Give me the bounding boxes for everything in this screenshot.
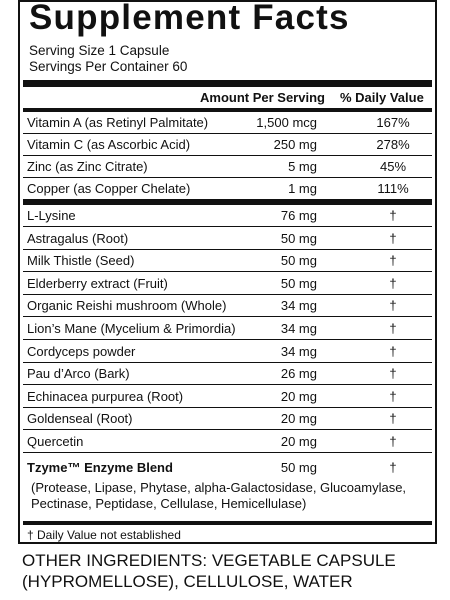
blend-description: (Protease, Lipase, Phytase, alpha-Galact… bbox=[31, 480, 407, 511]
dv-column-header: % Daily Value bbox=[340, 90, 424, 105]
footnote: † Daily Value not established bbox=[27, 528, 181, 542]
table-row: Copper (as Copper Chelate) 1 mg 111% bbox=[23, 178, 432, 200]
table-row: Goldenseal (Root) 20 mg † bbox=[23, 408, 432, 431]
row-amount: 50 mg bbox=[280, 230, 317, 246]
thick-divider-bottom bbox=[23, 521, 432, 525]
blend-amount: 50 mg bbox=[280, 460, 317, 475]
row-name: Lion’s Mane (Mycelium & Primordia) bbox=[27, 321, 236, 336]
row-divider bbox=[23, 361, 432, 363]
row-divider bbox=[23, 271, 432, 273]
table-row: L-Lysine 76 mg † bbox=[23, 205, 432, 227]
table-row: Milk Thistle (Seed) 50 mg † bbox=[23, 250, 432, 273]
row-name: L-Lysine bbox=[27, 208, 76, 223]
row-amount: 20 mg bbox=[280, 411, 317, 427]
row-amount: 34 mg bbox=[280, 343, 317, 359]
row-divider bbox=[23, 133, 432, 134]
table-row: Lion’s Mane (Mycelium & Primordia) 34 mg † bbox=[23, 318, 432, 340]
table-row: Elderberry extract (Fruit) 50 mg † bbox=[23, 273, 432, 295]
row-dv: † bbox=[389, 321, 397, 336]
table-row: Vitamin A (as Retinyl Palmitate) 1,500 mc… bbox=[23, 112, 432, 134]
row-divider bbox=[23, 384, 432, 386]
row-dv: 278% bbox=[376, 137, 410, 152]
thick-divider-top bbox=[23, 80, 432, 87]
row-dv: † bbox=[389, 388, 397, 404]
row-name: Quercetin bbox=[27, 434, 84, 449]
blend-name: Tzyme™ Enzyme Blend bbox=[27, 460, 173, 475]
blend-dv: † bbox=[389, 460, 397, 475]
table-row: Cordyceps powder 34 mg † bbox=[23, 341, 432, 363]
row-dv: † bbox=[389, 230, 397, 246]
row-name: Pau d’Arco (Bark) bbox=[27, 366, 130, 382]
table-row: Echinacea purpurea (Root) 20 mg † bbox=[23, 386, 432, 408]
row-amount: 1 mg bbox=[288, 181, 317, 196]
table-row: Astragalus (Root) 50 mg † bbox=[23, 228, 432, 250]
table-row: Vitamin C (as Ascorbic Acid) 250 mg 278% bbox=[23, 134, 432, 156]
row-amount: 50 mg bbox=[280, 275, 317, 291]
serving-size: Serving Size 1 Capsule bbox=[29, 43, 170, 58]
row-dv: † bbox=[389, 434, 397, 449]
row-divider bbox=[23, 452, 432, 453]
thick-divider-mid bbox=[23, 200, 432, 205]
row-divider bbox=[23, 316, 432, 318]
table-row: Organic Reishi mushroom (Whole) 34 mg † bbox=[23, 295, 432, 318]
row-amount: 250 mg bbox=[273, 137, 317, 152]
servings-per-container: Servings Per Container 60 bbox=[29, 59, 188, 74]
header-divider bbox=[23, 108, 432, 112]
blend-row: Tzyme™ Enzyme Blend 50 mg † bbox=[23, 457, 432, 479]
row-divider bbox=[23, 339, 432, 340]
row-amount: 50 mg bbox=[280, 253, 317, 269]
row-name: Organic Reishi mushroom (Whole) bbox=[27, 298, 227, 314]
row-dv: † bbox=[389, 298, 397, 314]
row-name: Vitamin A (as Retinyl Palmitate) bbox=[27, 115, 209, 130]
row-dv: † bbox=[389, 343, 397, 359]
row-amount: 34 mg bbox=[280, 298, 317, 314]
row-divider bbox=[23, 293, 432, 295]
row-name: Copper (as Copper Chelate) bbox=[27, 181, 191, 196]
row-name: Echinacea purpurea (Root) bbox=[27, 388, 184, 404]
other-ingredients: OTHER INGREDIENTS: VEGETABLE CAPSULE (HY… bbox=[22, 551, 396, 591]
row-dv: † bbox=[389, 253, 397, 269]
panel-title: Supplement Facts bbox=[29, 0, 350, 37]
row-amount: 1,500 mcg bbox=[256, 115, 317, 130]
row-amount: 34 mg bbox=[280, 321, 317, 336]
row-name: Elderberry extract (Fruit) bbox=[27, 275, 168, 291]
row-name: Zinc (as Zinc Citrate) bbox=[27, 159, 148, 174]
row-divider bbox=[23, 226, 432, 227]
row-dv: † bbox=[389, 366, 397, 382]
row-amount: 76 mg bbox=[280, 208, 317, 223]
amount-column-header: Amount Per Serving bbox=[200, 90, 325, 105]
row-name: Vitamin C (as Ascorbic Acid) bbox=[27, 137, 191, 152]
row-amount: 5 mg bbox=[288, 159, 317, 174]
row-amount: 20 mg bbox=[280, 434, 317, 449]
row-divider bbox=[23, 155, 432, 156]
row-dv: 111% bbox=[377, 181, 409, 196]
row-dv: † bbox=[389, 411, 397, 427]
row-name: Cordyceps powder bbox=[27, 343, 136, 359]
row-divider bbox=[23, 429, 432, 431]
row-dv: 45% bbox=[379, 159, 407, 174]
row-dv: † bbox=[389, 208, 397, 223]
row-divider bbox=[23, 177, 432, 178]
supplement-facts-panel: Supplement Facts Serving Size 1 Capsule … bbox=[18, 0, 437, 544]
row-name: Goldenseal (Root) bbox=[27, 411, 133, 427]
table-row: Pau d’Arco (Bark) 26 mg † bbox=[23, 363, 432, 386]
row-divider bbox=[23, 248, 432, 250]
table-row: Quercetin 20 mg † bbox=[23, 431, 432, 453]
row-divider bbox=[23, 199, 432, 200]
table-row: Zinc (as Zinc Citrate) 5 mg 45% bbox=[23, 156, 432, 178]
row-name: Astragalus (Root) bbox=[27, 230, 129, 246]
row-amount: 20 mg bbox=[280, 388, 317, 404]
row-amount: 26 mg bbox=[280, 366, 317, 382]
row-dv: † bbox=[389, 275, 397, 291]
row-divider bbox=[23, 406, 432, 408]
row-name: Milk Thistle (Seed) bbox=[27, 253, 135, 269]
row-dv: 167% bbox=[376, 115, 410, 130]
